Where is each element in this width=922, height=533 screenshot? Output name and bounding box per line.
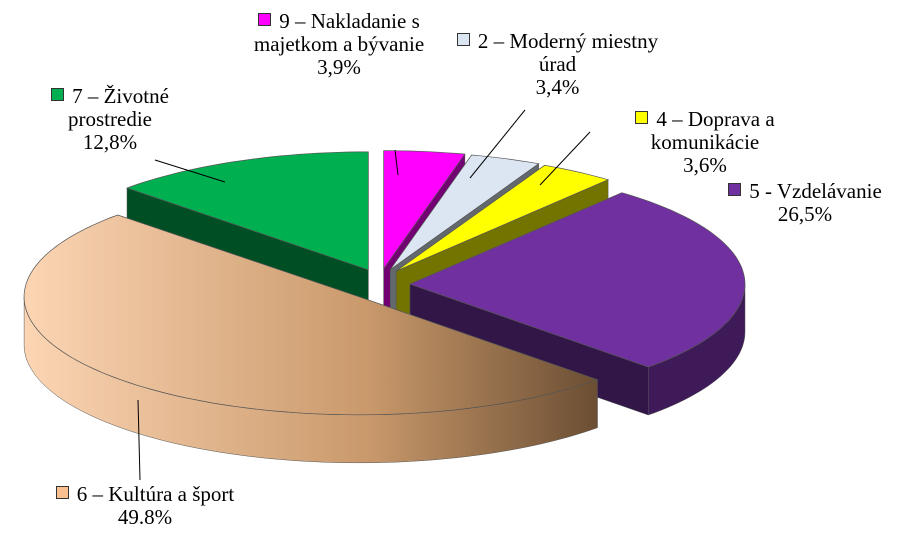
category-label: 5 - Vzdelávanie — [749, 179, 882, 203]
slice — [409, 192, 746, 368]
category-label: 2 – Moderný miestny úrad — [477, 29, 659, 76]
legend-swatch — [258, 13, 272, 26]
data-label: 6 – Kultúra a šport 49.8% — [5, 483, 285, 529]
data-label: 2 – Moderný miestny úrad 3,4% — [455, 30, 660, 99]
value-label: 3,9% — [317, 55, 361, 79]
legend-swatch — [55, 486, 69, 499]
value-label: 3,6% — [683, 153, 727, 177]
data-label: 7 – Životné prostredie 12,8% — [10, 85, 210, 154]
category-label: 6 – Kultúra a šport — [76, 482, 235, 506]
slice — [383, 150, 466, 270]
leader-line — [539, 131, 591, 186]
slice — [395, 164, 610, 272]
value-label: 12,8% — [82, 130, 138, 154]
leader-line — [394, 149, 399, 176]
legend-swatch — [728, 183, 742, 196]
category-label: 4 – Doprava a komunikácie — [650, 107, 775, 154]
leader-line — [137, 399, 141, 481]
legend-swatch — [51, 88, 65, 101]
legend-swatch — [456, 33, 470, 46]
slice — [23, 214, 599, 416]
category-label: 9 – Nakladanie s majetkom a bývanie — [253, 9, 425, 56]
data-label: 9 – Nakladanie s majetkom a bývanie 3,9% — [228, 10, 450, 79]
data-label: 4 – Doprava a komunikácie 3,6% — [600, 108, 810, 177]
value-label: 26,5% — [777, 202, 833, 226]
legend-swatch — [635, 111, 649, 124]
value-label: 49.8% — [117, 505, 173, 529]
leader-line — [469, 109, 526, 179]
slice — [125, 151, 369, 271]
value-label: 3,4% — [535, 75, 580, 99]
slice — [390, 154, 540, 270]
category-label: 7 – Životné prostredie — [68, 84, 169, 131]
leader-line — [154, 159, 226, 183]
data-label: 5 - Vzdelávanie 26,5% — [690, 180, 920, 226]
